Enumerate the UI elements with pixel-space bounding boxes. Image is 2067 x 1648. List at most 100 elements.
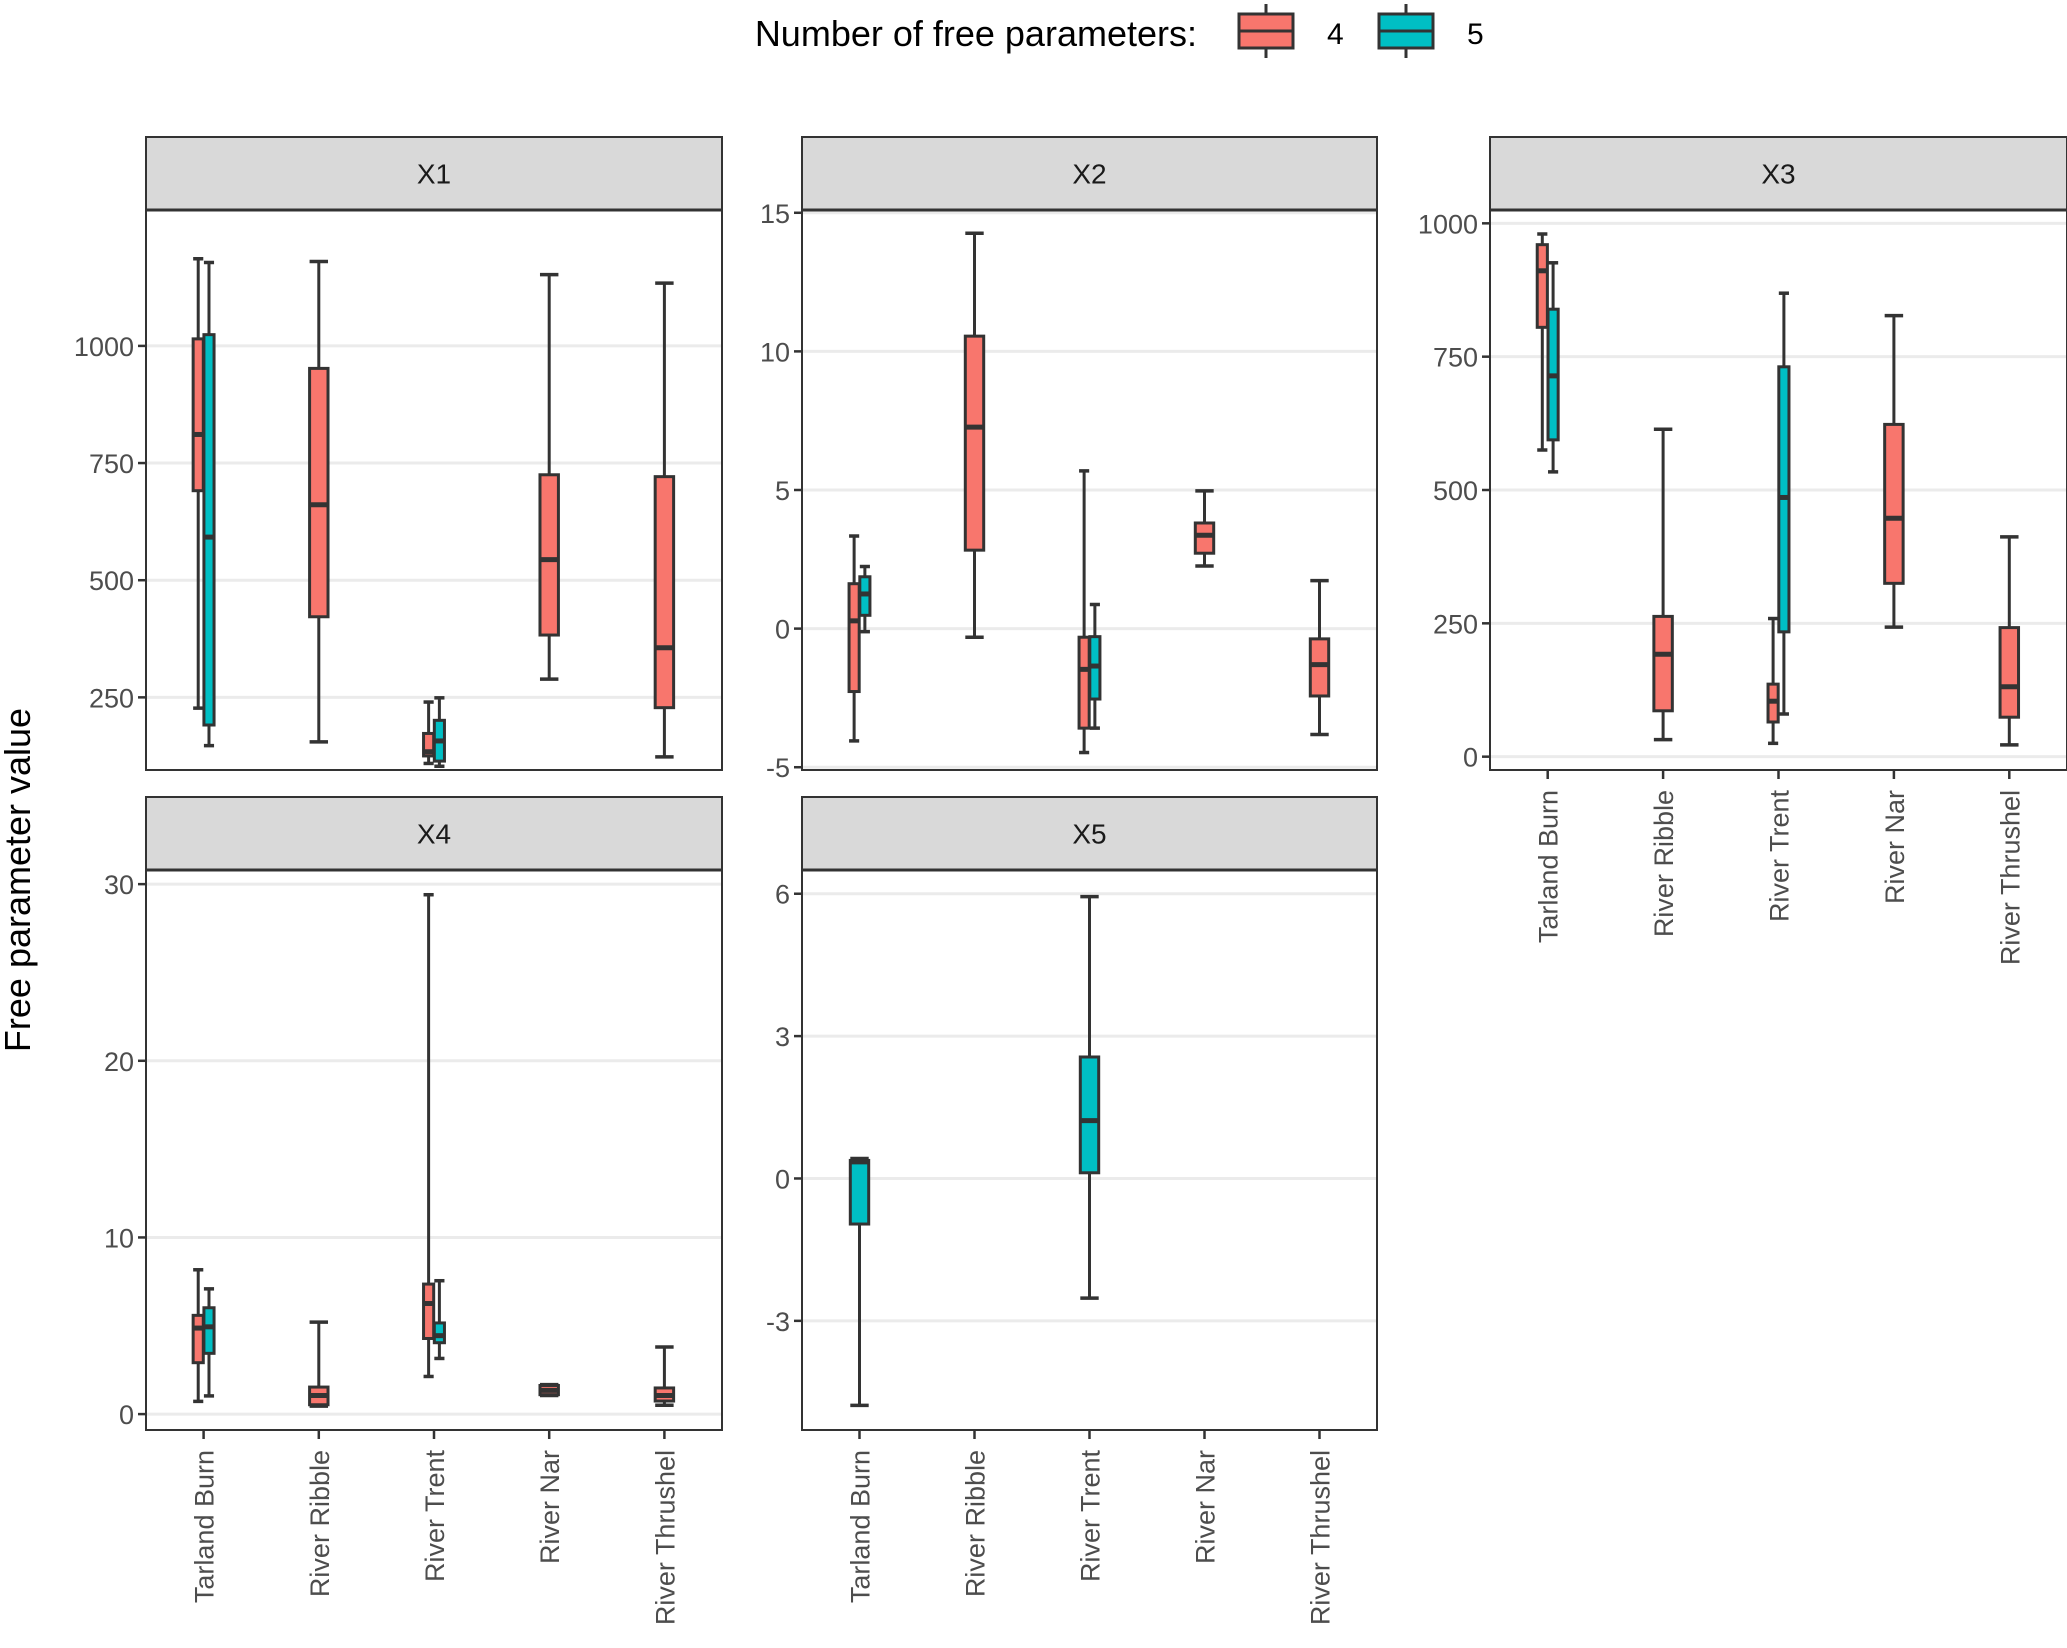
box-iqr xyxy=(1308,637,1331,698)
panel-x3: X3 0 250 500 750 1000 Tarland Burn River Ribble… xyxy=(1418,136,2067,965)
box-iqr xyxy=(422,1282,436,1340)
strip-label: X3 xyxy=(1761,159,1795,190)
box-iqr xyxy=(963,334,986,552)
strip-label: X4 xyxy=(417,819,451,850)
box-iqr xyxy=(191,1313,205,1365)
x-tick-label: Tarland Burn xyxy=(846,1450,876,1603)
box-iqr xyxy=(1883,422,1905,585)
box-river-ribble-4 xyxy=(1652,427,1674,742)
box-river-thrushel-4 xyxy=(653,1345,676,1408)
box-river-trent-4 xyxy=(1766,616,1780,746)
box-iqr xyxy=(1078,1055,1101,1175)
y-tick-label: 750 xyxy=(89,449,134,479)
box-river-trent-5 xyxy=(432,1278,446,1361)
box-iqr xyxy=(653,475,676,710)
y-tick-label: 10 xyxy=(104,1223,134,1253)
x-tick-label: Tarland Burn xyxy=(190,1450,220,1603)
strip-x5 xyxy=(801,796,1378,871)
y-tick-label: 0 xyxy=(119,1400,134,1430)
box-river-nar-4 xyxy=(538,1382,560,1398)
x-tick-label: River Nar xyxy=(1191,1450,1221,1564)
box-tarland-burn-5 xyxy=(848,1156,871,1408)
box-river-nar-4 xyxy=(538,272,560,681)
box-tarland-burn-4 xyxy=(191,1268,205,1404)
box-river-trent-5 xyxy=(1777,291,1791,716)
x-tick-label: River Ribble xyxy=(305,1450,335,1597)
box-river-thrushel-4 xyxy=(1308,578,1331,737)
y-tick-label: 1000 xyxy=(74,332,134,362)
y-tick-label: 500 xyxy=(89,566,134,596)
box-river-ribble-4 xyxy=(308,1320,330,1408)
box-tarland-burn-5 xyxy=(1546,261,1560,474)
x-tick-label: Tarland Burn xyxy=(1534,790,1564,943)
strip-label: X5 xyxy=(1072,819,1106,850)
legend: Number of free parameters: 4 5 xyxy=(755,4,1484,58)
y-tick-label: -3 xyxy=(766,1307,790,1337)
legend-key-4 xyxy=(1237,4,1295,58)
y-tick-label: 6 xyxy=(775,880,790,910)
x-tick-label: River Ribble xyxy=(1649,790,1679,937)
y-tick-label: 250 xyxy=(89,683,134,713)
x-tick-label: River Thrushel xyxy=(650,1450,680,1625)
box-river-trent-5 xyxy=(1078,894,1101,1300)
box-iqr xyxy=(432,1321,446,1345)
y-tick-label: 0 xyxy=(775,1164,790,1194)
box-iqr xyxy=(308,366,330,619)
y-tick-label: 5 xyxy=(775,476,790,506)
box-tarland-burn-5 xyxy=(202,1287,216,1398)
legend-key-5 xyxy=(1377,4,1435,58)
box-river-trent-5 xyxy=(432,696,446,769)
strip-x3 xyxy=(1489,136,2067,211)
box-iqr xyxy=(848,1158,871,1226)
plot-area xyxy=(146,870,722,1430)
box-river-ribble-4 xyxy=(308,259,330,744)
panel-x1: X1 250 500 750 1000 xyxy=(74,136,723,771)
facet-panels: X12505007501000X2-5051015X30250500750100… xyxy=(74,136,2067,1625)
panel-border xyxy=(145,136,723,771)
panel-x5: X5 -3 0 3 6 Tarland Burn River Ribble River Tre… xyxy=(766,796,1378,1625)
y-axis-label: Free parameter value xyxy=(0,708,38,1052)
box-river-thrushel-4 xyxy=(653,281,676,759)
box-iqr xyxy=(538,473,560,637)
box-iqr xyxy=(1193,521,1216,555)
y-tick-label: 500 xyxy=(1433,476,1478,506)
legend-label-4: 4 xyxy=(1327,18,1344,51)
box-river-nar-4 xyxy=(1193,489,1216,568)
box-tarland-burn-4 xyxy=(847,534,861,743)
box-river-thrushel-4 xyxy=(1998,535,2021,747)
box-tarland-burn-4 xyxy=(1535,232,1549,452)
panel-border xyxy=(801,136,1378,771)
box-iqr xyxy=(1077,635,1091,730)
y-tick-label: 250 xyxy=(1433,609,1478,639)
box-river-nar-4 xyxy=(1883,313,1905,629)
y-tick-label: 30 xyxy=(104,870,134,900)
y-tick-label: 15 xyxy=(760,199,790,229)
box-river-ribble-4 xyxy=(963,231,986,639)
box-iqr xyxy=(1998,626,2021,719)
box-iqr xyxy=(1535,243,1549,329)
y-tick-label: 20 xyxy=(104,1047,134,1077)
panel-x4: X4 0 10 20 30 Tarland Burn River Ribble River T… xyxy=(104,796,723,1625)
box-iqr xyxy=(202,333,216,727)
x-tick-label: River Ribble xyxy=(961,1450,991,1597)
legend-label-5: 5 xyxy=(1467,18,1484,51)
x-tick-label: River Trent xyxy=(1076,1450,1106,1583)
x-tick-label: River Trent xyxy=(1765,790,1795,923)
y-tick-label: 10 xyxy=(760,337,790,367)
box-river-trent-5 xyxy=(1088,602,1102,730)
x-tick-label: River Trent xyxy=(420,1450,450,1583)
box-river-trent-4 xyxy=(422,892,436,1379)
box-iqr xyxy=(202,1306,216,1355)
strip-label: X1 xyxy=(417,159,451,190)
y-tick-label: 0 xyxy=(775,615,790,645)
strip-x1 xyxy=(145,136,723,211)
box-iqr xyxy=(847,582,861,694)
legend-title: Number of free parameters: xyxy=(755,13,1197,54)
y-tick-label: 1000 xyxy=(1418,209,1478,239)
x-tick-label: River Thrushel xyxy=(1306,1450,1336,1625)
x-tick-label: River Thrushel xyxy=(1995,790,2025,965)
panel-x2: X2 -5 0 5 10 15 xyxy=(760,136,1378,783)
y-tick-label: 0 xyxy=(1463,743,1478,773)
y-tick-label: -5 xyxy=(766,753,790,783)
x-tick-label: River Nar xyxy=(1880,790,1910,904)
